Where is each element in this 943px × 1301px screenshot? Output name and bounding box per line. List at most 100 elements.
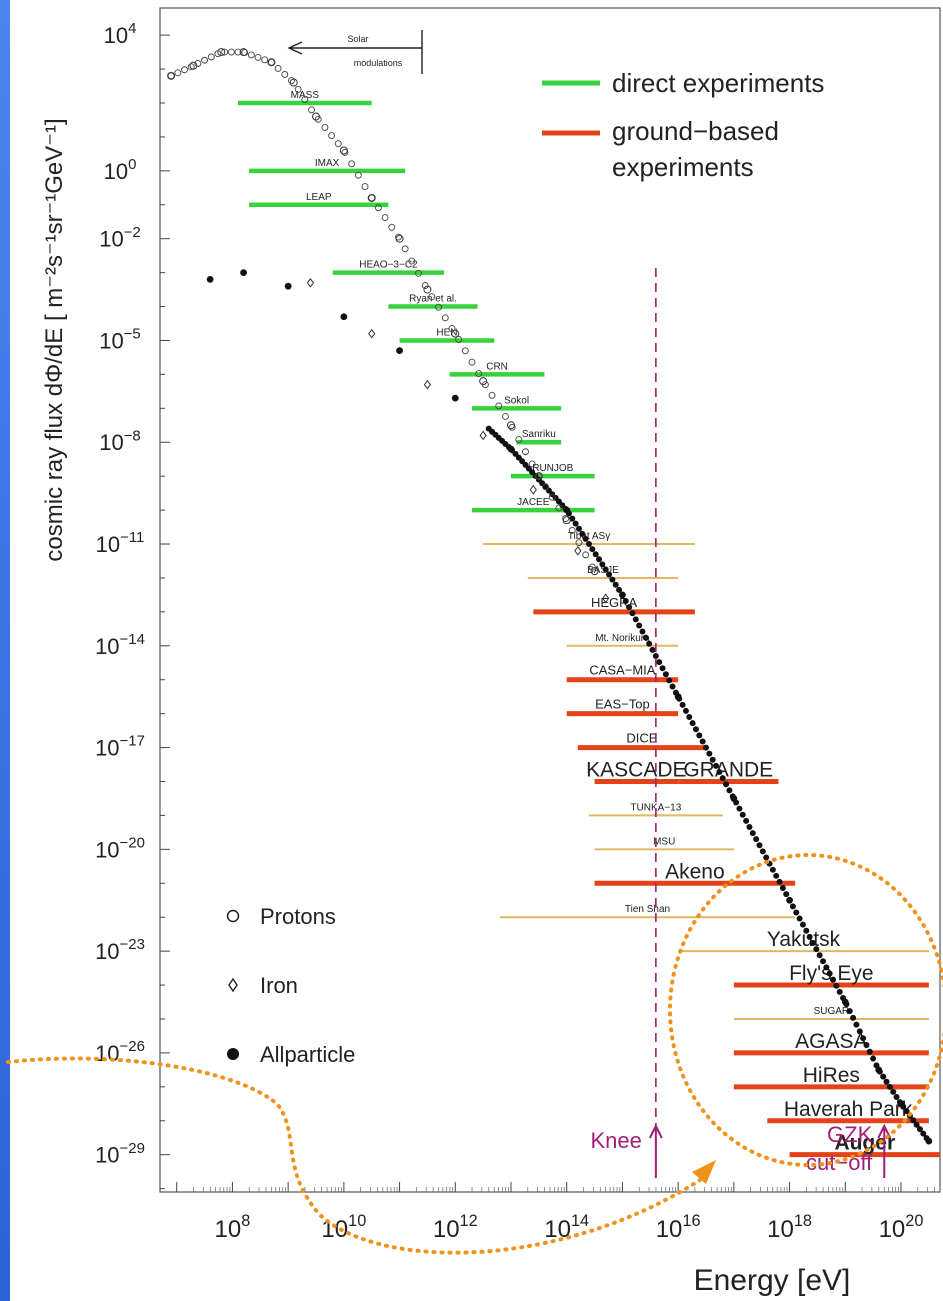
allparticle-point (669, 683, 676, 690)
allparticle-point (823, 964, 830, 971)
allparticle-point (699, 738, 706, 745)
allparticle-point (820, 958, 826, 965)
proton-point (562, 516, 571, 525)
allparticle-point (632, 616, 639, 623)
x-axis-label: Energy [eV] (694, 1264, 851, 1297)
allparticle-point (749, 830, 756, 837)
solar-label: modulations (354, 58, 403, 68)
allparticle-point (803, 927, 810, 934)
proton-point (448, 324, 456, 332)
experiment-label: Mt. Norikura (595, 633, 650, 644)
allparticle-point (826, 970, 833, 977)
experiment-label: MSU (653, 836, 675, 847)
allparticle-point (856, 1028, 863, 1035)
x-tick-label: 1012 (433, 1212, 478, 1243)
experiment-label: MASS (291, 90, 320, 101)
solar-arrow-head (287, 41, 303, 55)
proton-point (588, 563, 596, 571)
proton-point (201, 56, 209, 64)
allparticle-point (662, 671, 669, 678)
x-tick-label: 1020 (879, 1212, 924, 1243)
knee-arrow-head (648, 1123, 663, 1139)
proton-point (334, 140, 342, 148)
proton-point (590, 567, 599, 576)
allparticle-point (793, 909, 800, 916)
allparticle-point (639, 628, 646, 635)
experiment-label: LEAP (306, 192, 332, 203)
proton-point (488, 391, 496, 399)
marker-swatch (228, 977, 238, 993)
slide-background-edge (0, 0, 10, 1301)
marker-legend-label: Iron (260, 973, 298, 998)
proton-point (267, 58, 276, 67)
proton-point (207, 53, 215, 61)
allparticle-point (586, 541, 592, 548)
experiment-label: Akeno (665, 860, 725, 883)
proton-point (481, 381, 489, 389)
allparticle-point (609, 576, 616, 583)
allparticle-point (575, 525, 582, 532)
allparticle-point (622, 598, 629, 605)
allparticle-point (880, 1073, 887, 1080)
allparticle-point (589, 546, 596, 553)
allparticle-point (696, 732, 703, 739)
allparticle-point (606, 571, 613, 578)
marker-swatch (227, 1048, 239, 1060)
allparticle-point (572, 520, 579, 527)
allparticle-point (656, 659, 663, 666)
allparticle-point (759, 848, 766, 855)
proton-point (354, 171, 362, 179)
allparticle-point (916, 1126, 923, 1133)
proton-point (267, 58, 275, 66)
y-tick-label: 10−8 (99, 427, 141, 455)
experiment-label: TUNKA−13 (630, 802, 681, 813)
experiment-label: JACEE (517, 497, 550, 508)
proton-point (181, 66, 188, 74)
experiment-label: SUGAR (814, 1006, 850, 1017)
allparticle-point (629, 610, 636, 617)
allparticle-point (900, 1103, 907, 1110)
allparticle-point (763, 854, 770, 861)
proton-point (508, 423, 516, 431)
proton-point (314, 115, 322, 123)
allparticle-point (599, 561, 606, 568)
allparticle-point (743, 817, 750, 824)
proton-point (395, 234, 404, 243)
y-tick-label: 10−20 (95, 834, 145, 862)
allparticle-point (783, 891, 790, 898)
knee-label: Knee (590, 1128, 641, 1153)
y-tick-label: 10−17 (95, 733, 145, 761)
highlight-circle (668, 853, 943, 1167)
allparticle-point (809, 939, 816, 946)
proton-point (495, 402, 503, 410)
allparticle-point (636, 622, 643, 629)
proton-point (479, 377, 488, 386)
allparticle-point (923, 1135, 930, 1142)
allparticle-point (746, 823, 753, 830)
proton-point (227, 48, 235, 56)
allparticle-point (840, 994, 847, 1001)
allparticle-point (569, 515, 576, 522)
allparticle-point (816, 952, 823, 959)
proton-point (461, 347, 469, 355)
y-tick-label: 100 (104, 156, 137, 184)
proton-point (568, 527, 576, 534)
allparticle-point (596, 556, 603, 563)
allparticle-point (883, 1078, 890, 1085)
proton-point (401, 245, 409, 253)
gzk-label: cut−off (806, 1150, 873, 1175)
allparticle-point (652, 652, 659, 659)
allparticle-point (642, 634, 649, 641)
allparticle-point (886, 1083, 893, 1090)
proton-point (308, 106, 315, 114)
allparticle-point (853, 1021, 860, 1028)
proton-point (381, 214, 389, 221)
proton-point (395, 233, 402, 241)
allparticle-point (646, 640, 653, 647)
experiment-label: AGASA (795, 1030, 867, 1053)
allparticle-point (716, 769, 723, 776)
legend-label: experiments (612, 152, 754, 182)
allparticle-point (676, 695, 683, 702)
